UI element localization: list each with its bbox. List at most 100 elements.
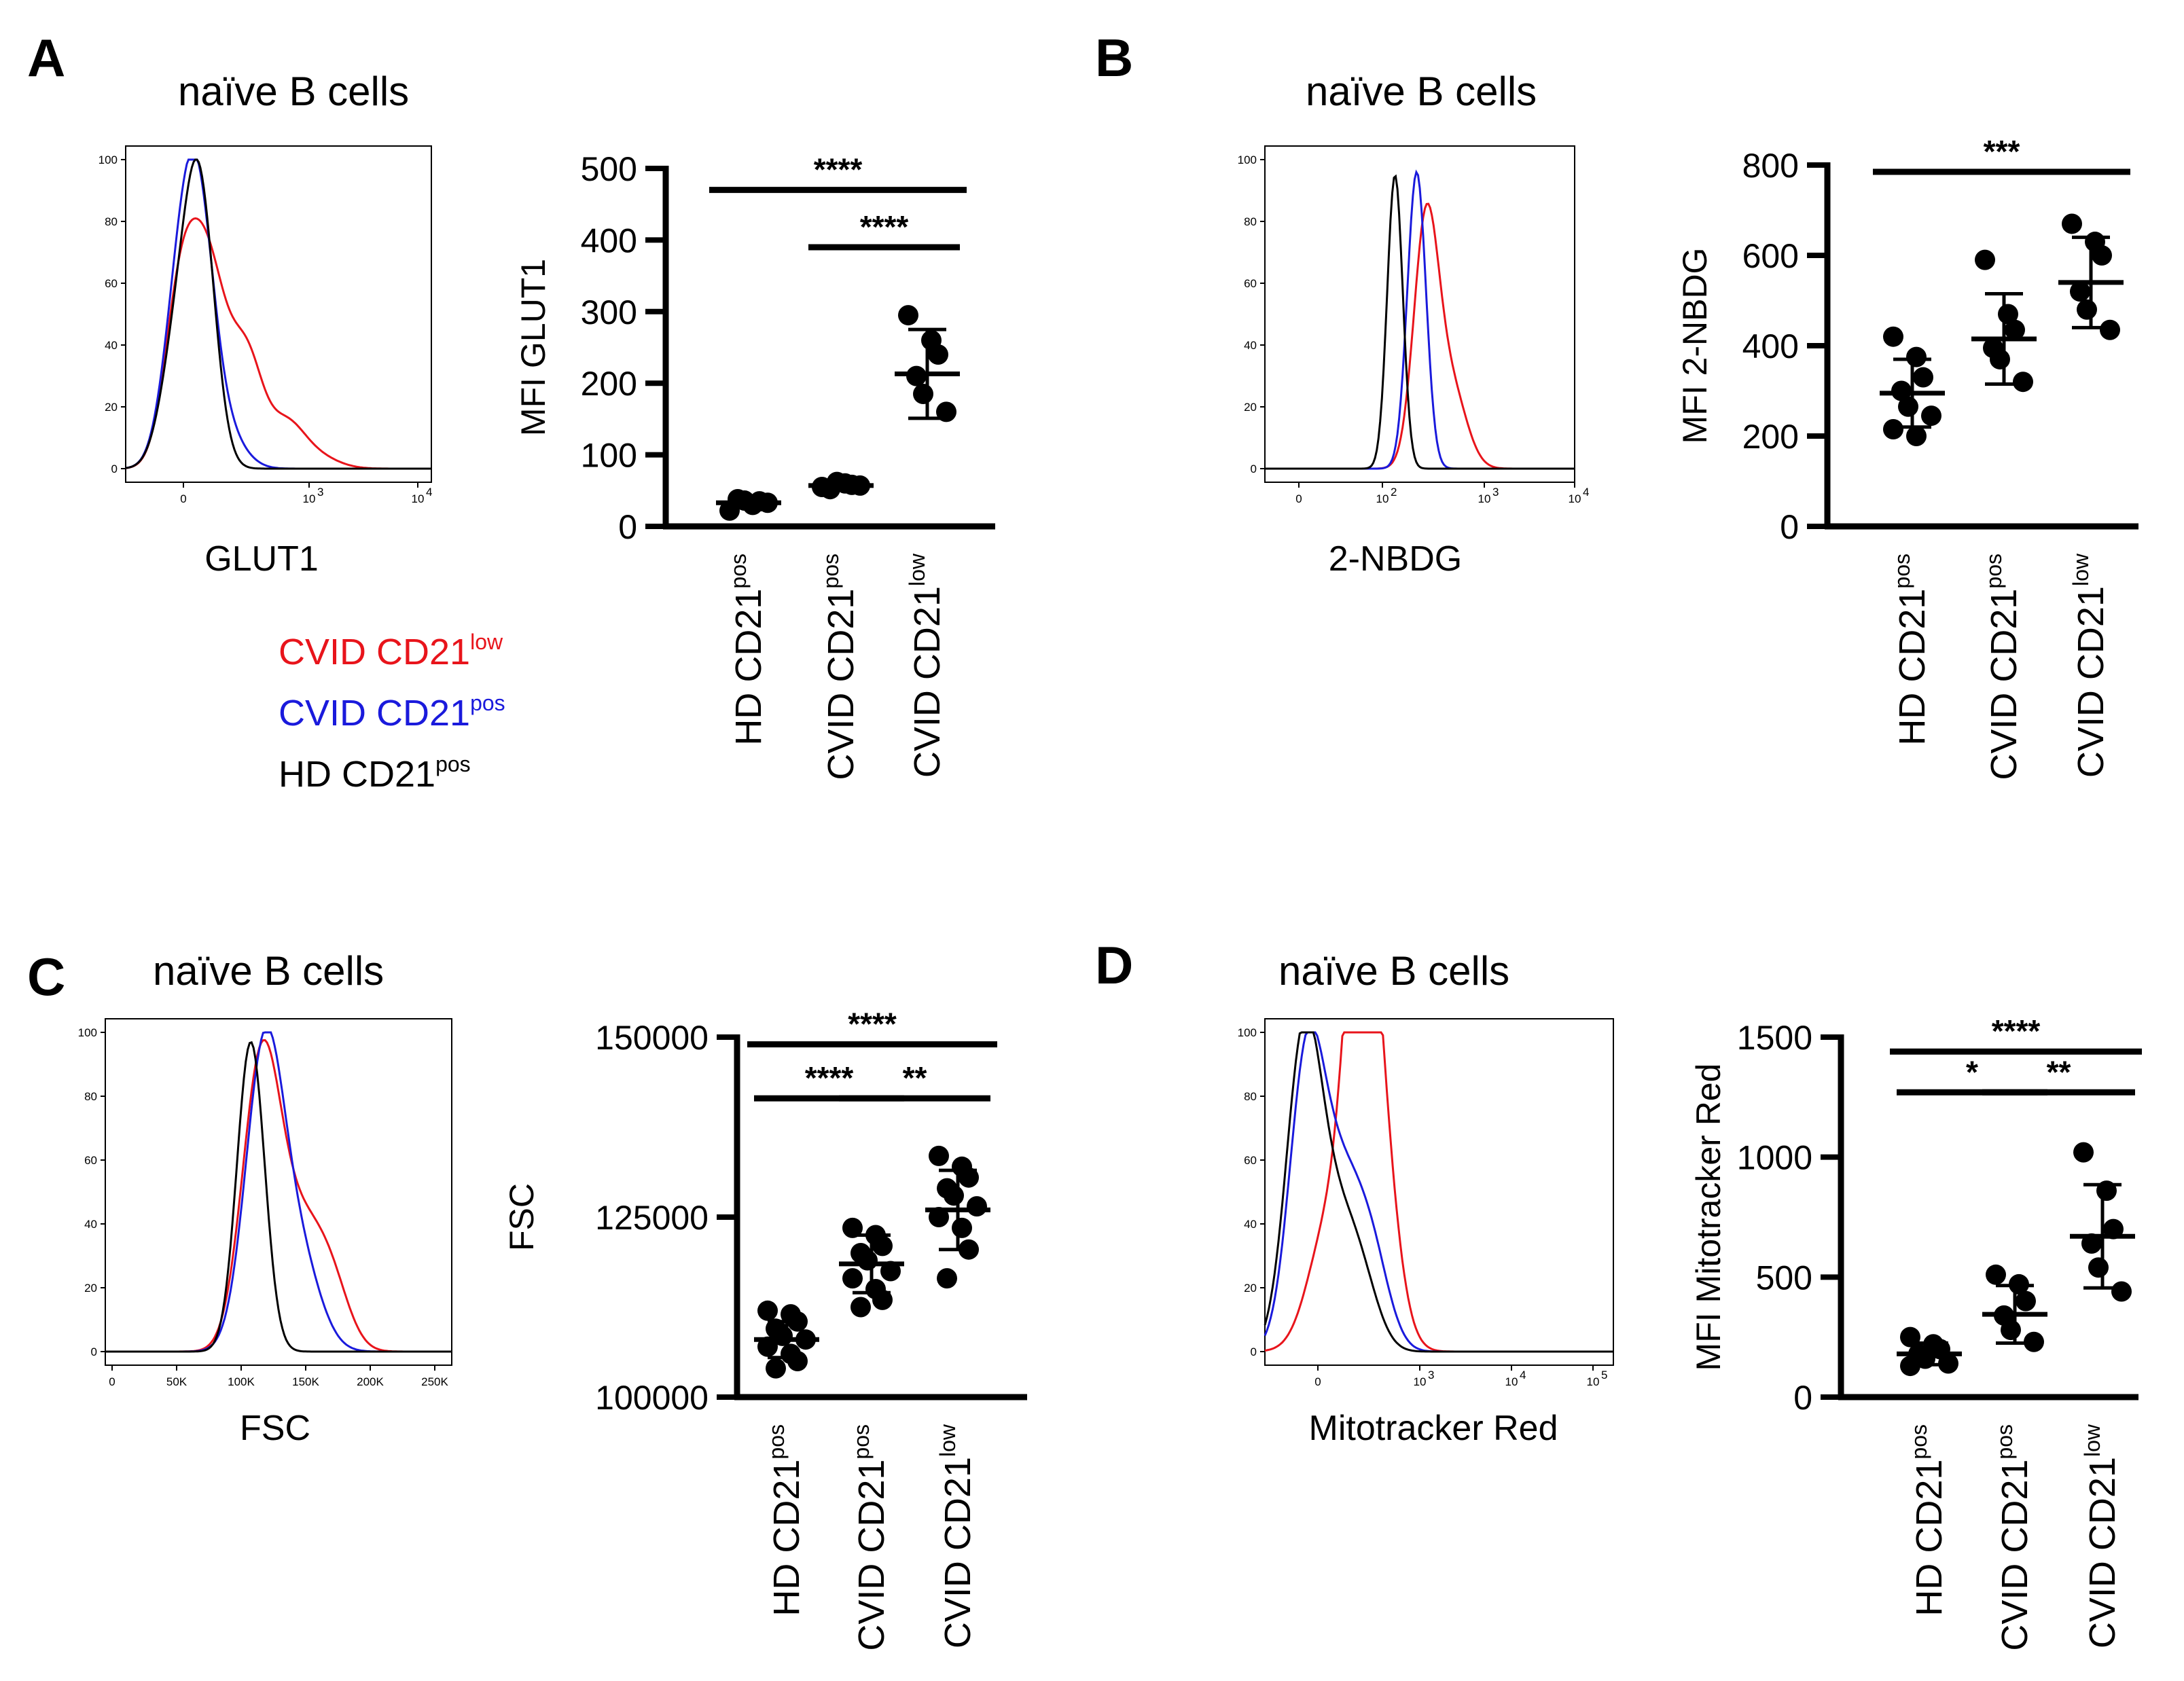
plot-a-category-sup: low	[905, 553, 929, 586]
panel-d-title: naïve B cells	[1278, 948, 1509, 994]
legend-entry-cvid-pos-base: CVID CD21	[279, 693, 470, 734]
plot-d-data-point	[2111, 1281, 2132, 1302]
plot-c-category-sup: low	[935, 1424, 960, 1457]
hist-c-frame	[105, 1018, 452, 1366]
plot-b-data-point	[2005, 319, 2025, 340]
plot-c-category-base: CVID CD21	[851, 1460, 892, 1651]
plot-d-category-label: CVID CD21pos	[1992, 1424, 2035, 1651]
plot-d-category-sup: low	[2080, 1424, 2105, 1457]
plot-a-category-base: CVID CD21	[821, 589, 861, 780]
plot-c-significance-label: **	[903, 1060, 927, 1096]
hist-d-xtick-exp: 4	[1520, 1369, 1526, 1381]
plot-c-data-point	[944, 1185, 964, 1206]
plot-a-ytick-label: 400	[581, 221, 637, 259]
plot-b-data-point	[1906, 426, 1927, 446]
plot-a-category-label: HD CD21pos	[726, 554, 769, 746]
panel-b-title: naïve B cells	[1306, 69, 1537, 114]
hist-d-ytick-label: 40	[1244, 1218, 1257, 1231]
plot-b-data-point	[2092, 245, 2112, 266]
plot-c-data-point	[851, 1297, 871, 1318]
plot-c-data-point	[787, 1351, 808, 1371]
plot-b-ytick-label: 0	[1780, 508, 1799, 546]
plot-b-ytick-label: 200	[1742, 418, 1799, 456]
hist-c-curve-hd	[105, 1041, 452, 1353]
plot-b-data-point	[1883, 419, 1903, 440]
hist-c-xtick-label: 100K	[228, 1375, 255, 1388]
plot-d-category-base: CVID CD21	[1994, 1460, 2035, 1651]
hist-c-ytick-label: 40	[84, 1218, 97, 1231]
plot-c-data-point	[857, 1250, 878, 1271]
hist-d-ytick-label: 0	[1251, 1345, 1257, 1358]
plot-b-significance-label: ***	[1984, 134, 2020, 169]
plot-d-category-sup: pos	[1992, 1424, 2017, 1460]
plot-b-data-point	[2070, 281, 2090, 302]
hist-c-xtick-label: 0	[109, 1375, 115, 1388]
plot-c-category-label: CVID CD21low	[935, 1424, 978, 1648]
hist-c-xtick-label: 150K	[292, 1375, 319, 1388]
plot-a-category-label: CVID CD21pos	[819, 554, 861, 780]
hist-d-ytick-label: 60	[1244, 1154, 1257, 1167]
plot-d-ytick-label: 500	[1756, 1259, 1812, 1297]
panel-letter-a: A	[27, 28, 65, 88]
hist-d-ytick-label: 20	[1244, 1282, 1257, 1295]
plot-b-data-point	[1990, 348, 2010, 369]
hist-d-xtick-label: 10	[1414, 1375, 1427, 1388]
plot-c-category-sup: pos	[849, 1424, 874, 1460]
plot-a-data-point	[928, 344, 948, 365]
plot-b-category-sup: pos	[1982, 554, 2006, 589]
plot-d-significance-label: *	[1966, 1054, 1978, 1089]
plot-a-category-sup: pos	[726, 554, 751, 589]
plot-b-data-point	[2013, 372, 2033, 393]
plot-a-data-point	[898, 305, 918, 326]
plot-d-category-base: CVID CD21	[2082, 1457, 2123, 1648]
legend-entry-cvid-low: CVID CD21low	[279, 630, 503, 672]
hist-a-ytick-label: 0	[111, 463, 118, 475]
plot-d-data-point	[2001, 1320, 2021, 1341]
plot-a-ytick-label: 100	[581, 437, 637, 475]
plot-c-category-label: CVID CD21pos	[849, 1424, 892, 1651]
hist-b-curve-pos	[1265, 169, 1575, 470]
hist-a-xtick-exp: 3	[317, 486, 323, 499]
plot-c-category-base: CVID CD21	[937, 1457, 978, 1648]
hist-a-xtick-exp: 4	[426, 486, 432, 499]
plot-c-data-point	[959, 1167, 979, 1188]
plot-c-significance-label: ****	[848, 1007, 897, 1042]
plot-a-data-point	[913, 384, 933, 405]
plot-a-ytick-label: 200	[581, 365, 637, 403]
legend-entry-hd-pos-sup: pos	[435, 752, 471, 776]
plot-c-data-point	[842, 1268, 863, 1289]
hist-b-curve-low	[1265, 202, 1575, 470]
panel-letter-c: C	[27, 947, 65, 1007]
plot-c-data-point	[872, 1289, 893, 1310]
hist-a-xlabel: GLUT1	[204, 539, 319, 579]
plot-c-ytick-label: 100000	[595, 1379, 709, 1417]
hist-c-ytick-label: 20	[84, 1282, 97, 1295]
plot-b-category-base: CVID CD21	[1984, 589, 2024, 780]
plot-a-category-base: HD CD21	[728, 589, 769, 746]
hist-d-ytick-label: 100	[1238, 1026, 1257, 1039]
hist-a-frame	[125, 145, 432, 483]
plot-c-ytick-label: 125000	[595, 1199, 709, 1237]
plot-c-data-point	[872, 1235, 893, 1257]
plot-b-data-point	[1883, 326, 1903, 347]
hist-b-frame	[1264, 145, 1575, 483]
hist-a-ytick-label: 80	[105, 215, 118, 228]
hist-b-ytick-label: 40	[1244, 339, 1257, 352]
hist-b-xtick-label: 0	[1295, 492, 1302, 505]
plot-d-data-point	[2016, 1290, 2036, 1312]
plot-b-ytick-label: 800	[1742, 147, 1799, 185]
plot-c-data-point	[842, 1217, 863, 1238]
panel-letter-b: B	[1095, 28, 1133, 88]
plot-d-ytick-label: 1500	[1737, 1019, 1812, 1057]
hist-b-xtick-label: 10	[1478, 492, 1491, 505]
plot-c-significance-label: ****	[805, 1060, 854, 1096]
panel-letter-d: D	[1095, 935, 1133, 995]
plot-d-significance-label: ****	[1992, 1013, 2041, 1049]
plot-a-ytick-label: 300	[581, 293, 637, 331]
plot-d-significance-label: **	[2047, 1054, 2071, 1089]
